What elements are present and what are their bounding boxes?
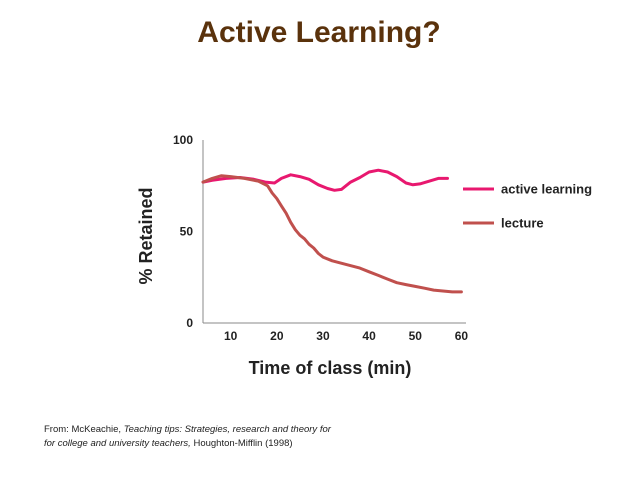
citation-book-title-1: Teaching tips: Strategies, research and … [123, 424, 331, 435]
chart-axes [202, 140, 466, 324]
chart-legend: active learning lecture [463, 182, 592, 231]
x-tick-labels: 10 20 30 40 50 60 [224, 329, 468, 343]
series-line-active-learning [201, 168, 449, 192]
x-axis-label: Time of class (min) [249, 358, 412, 378]
x-tick-label-10: 10 [224, 329, 238, 343]
series-lines [201, 168, 463, 294]
x-tick-label-20: 20 [270, 329, 284, 343]
citation-line-1: From: McKeachie, Teaching tips: Strategi… [44, 423, 331, 437]
citation-line-2: for college and university teachers, Hou… [44, 437, 331, 451]
legend-label-active-learning: active learning [501, 182, 592, 197]
citation-book-title-2: for college and university teachers, [44, 438, 191, 449]
y-axis-label: % Retained [136, 187, 156, 284]
x-tick-label-40: 40 [362, 329, 376, 343]
x-tick-label-30: 30 [316, 329, 330, 343]
citation-prefix: From: McKeachie, [44, 424, 124, 435]
source-citation: From: McKeachie, Teaching tips: Strategi… [44, 423, 331, 451]
y-tick-label-0: 0 [186, 316, 193, 330]
x-tick-label-60: 60 [455, 329, 469, 343]
legend-label-lecture: lecture [501, 216, 544, 231]
x-tick-label-50: 50 [409, 329, 423, 343]
y-tick-labels: 0 50 100 [173, 133, 193, 330]
series-line-lecture [201, 174, 463, 294]
slide-title: Active Learning? [197, 16, 441, 49]
y-tick-label-100: 100 [173, 133, 193, 147]
y-tick-label-50: 50 [180, 225, 194, 239]
citation-suffix: Houghton-Mifflin (1998) [190, 438, 293, 449]
